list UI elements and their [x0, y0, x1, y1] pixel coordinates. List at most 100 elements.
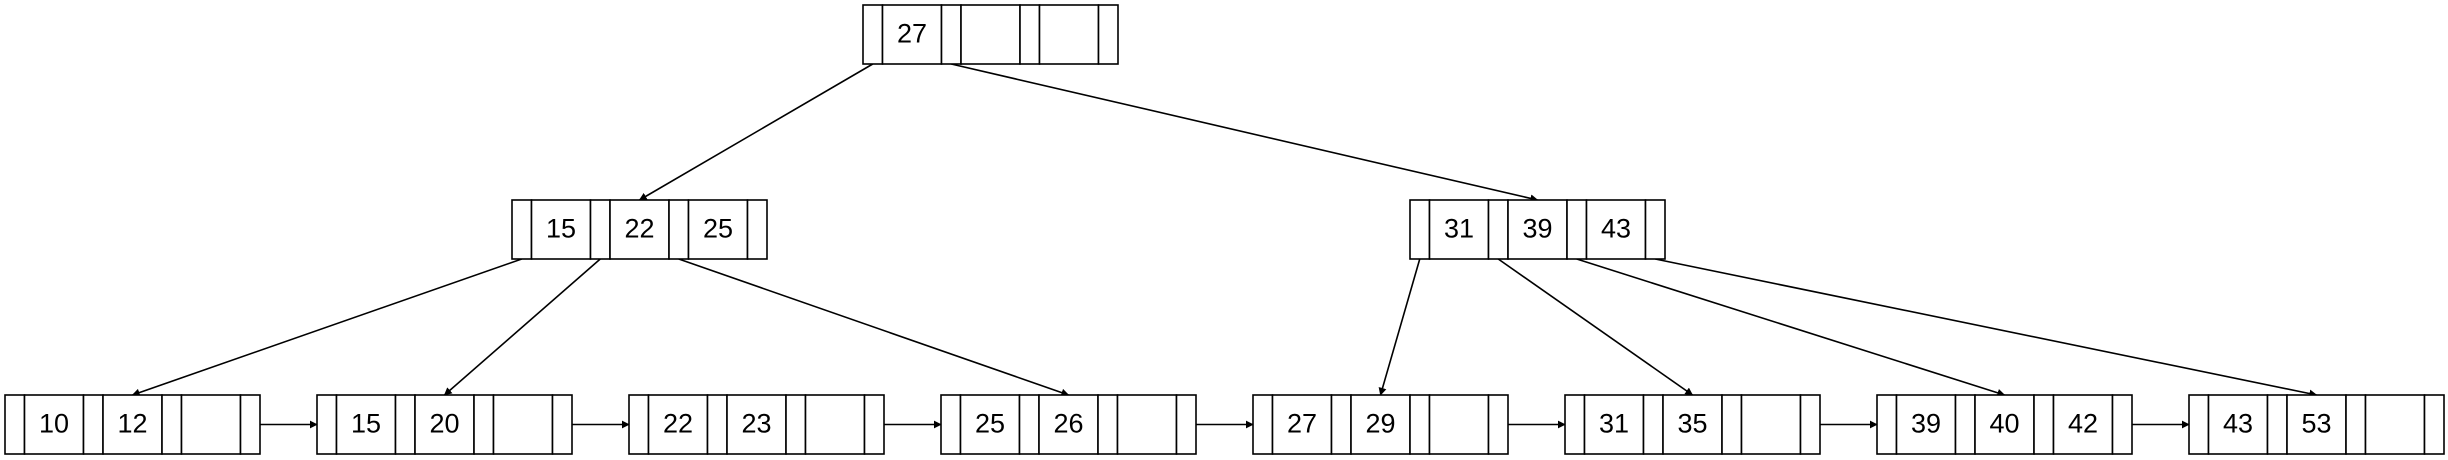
key-slot — [1662, 394, 1723, 455]
key-slot — [2364, 394, 2426, 455]
pointer-slot — [1799, 394, 1821, 455]
pointer-slot — [1409, 199, 1431, 260]
key-slot — [1116, 394, 1178, 455]
tree-node-root: 27 — [862, 4, 1119, 65]
tree-node-leaf-7: 39 40 42 — [1876, 394, 2133, 455]
pointer-slot — [1564, 394, 1586, 455]
node-key: 31 — [1444, 214, 1474, 244]
node-key: 25 — [975, 409, 1005, 439]
key-slot — [959, 394, 1021, 455]
key-slot — [1428, 199, 1490, 260]
tree-node-leaf-6: 31 35 — [1564, 394, 1821, 455]
pointer-slot — [1642, 394, 1664, 455]
key-slot — [1974, 394, 2035, 455]
key-slot — [726, 394, 787, 455]
pointer-slot — [628, 394, 650, 455]
node-key: 31 — [1599, 409, 1629, 439]
pointer-slot — [1954, 394, 1976, 455]
pointer-slot — [1330, 394, 1352, 455]
pointer-slot — [1018, 394, 1040, 455]
node-key: 25 — [703, 214, 733, 244]
key-slot — [804, 394, 866, 455]
pointer-slot — [785, 394, 807, 455]
child-pointer-arrow — [1497, 258, 1694, 396]
pointer-slot — [1252, 394, 1274, 455]
pointer-slot — [161, 394, 183, 455]
pointer-slot — [1097, 4, 1119, 65]
pointer-slot — [394, 394, 416, 455]
pointer-slot — [2111, 394, 2133, 455]
key-slot — [530, 199, 592, 260]
pointer-slot — [1175, 394, 1197, 455]
key-slot — [492, 394, 554, 455]
tree-node-leaf-4: 25 26 — [940, 394, 1197, 455]
pointer-slot — [1097, 394, 1119, 455]
tree-node-leaf-1: 10 12 — [4, 394, 261, 455]
pointer-slot — [4, 394, 26, 455]
key-slot — [1895, 394, 1957, 455]
node-key: 12 — [117, 409, 147, 439]
key-slot — [1350, 394, 1411, 455]
key-slot — [960, 4, 1021, 65]
child-pointer-arrow — [678, 258, 1070, 397]
key-slot — [1038, 4, 1100, 65]
pointer-slot — [940, 4, 962, 65]
edges-layer — [131, 63, 2318, 429]
pointer-slot — [1566, 199, 1588, 260]
node-key: 15 — [546, 214, 576, 244]
key-slot — [2286, 394, 2347, 455]
pointer-slot — [1019, 4, 1041, 65]
child-pointer-arrow — [638, 63, 874, 201]
node-key: 39 — [1522, 214, 1552, 244]
pointer-slot — [551, 394, 573, 455]
child-pointer-arrow — [1378, 258, 1421, 396]
pointer-slot — [863, 394, 885, 455]
tree-node-internal-left: 15 22 25 — [511, 199, 768, 260]
pointer-slot — [1409, 394, 1431, 455]
pointer-slot — [862, 4, 884, 65]
node-key: 22 — [663, 409, 693, 439]
node-key: 20 — [429, 409, 459, 439]
pointer-slot — [2188, 394, 2210, 455]
node-key: 42 — [2068, 409, 2098, 439]
pointer-slot — [1721, 394, 1743, 455]
node-key: 26 — [1053, 409, 1083, 439]
pointer-slot — [2423, 394, 2445, 455]
child-pointer-arrow — [1576, 258, 2006, 397]
tree-node-internal-right: 31 39 43 — [1409, 199, 1666, 260]
pointer-slot — [589, 199, 611, 260]
child-pointer-arrow — [443, 258, 601, 396]
child-pointer-arrow — [1655, 258, 2318, 398]
node-key: 53 — [2301, 409, 2331, 439]
pointer-slot — [2266, 394, 2288, 455]
pointer-slot — [1487, 199, 1509, 260]
pointer-slot — [316, 394, 338, 455]
pointer-slot — [746, 199, 768, 260]
node-key: 29 — [1365, 409, 1395, 439]
pointer-slot — [511, 199, 533, 260]
tree-node-leaf-2: 15 20 — [316, 394, 573, 455]
pointer-slot — [2345, 394, 2367, 455]
key-slot — [2052, 394, 2114, 455]
node-key: 40 — [1989, 409, 2019, 439]
key-slot — [1507, 199, 1568, 260]
pointer-slot — [1644, 199, 1666, 260]
pointer-slot — [940, 394, 962, 455]
key-slot — [609, 199, 670, 260]
node-key: 10 — [39, 409, 69, 439]
key-slot — [1740, 394, 1802, 455]
pointer-slot — [668, 199, 690, 260]
node-key: 23 — [741, 409, 771, 439]
pointer-slot — [239, 394, 261, 455]
pointer-slot — [82, 394, 104, 455]
node-key: 27 — [897, 19, 927, 49]
key-slot — [180, 394, 242, 455]
pointer-slot — [706, 394, 728, 455]
tree-node-leaf-8: 43 53 — [2188, 394, 2445, 455]
pointer-slot — [2033, 394, 2055, 455]
child-pointer-arrow — [951, 63, 1539, 203]
key-slot — [687, 199, 749, 260]
pointer-slot — [473, 394, 495, 455]
key-slot — [414, 394, 475, 455]
pointer-slot — [1876, 394, 1898, 455]
